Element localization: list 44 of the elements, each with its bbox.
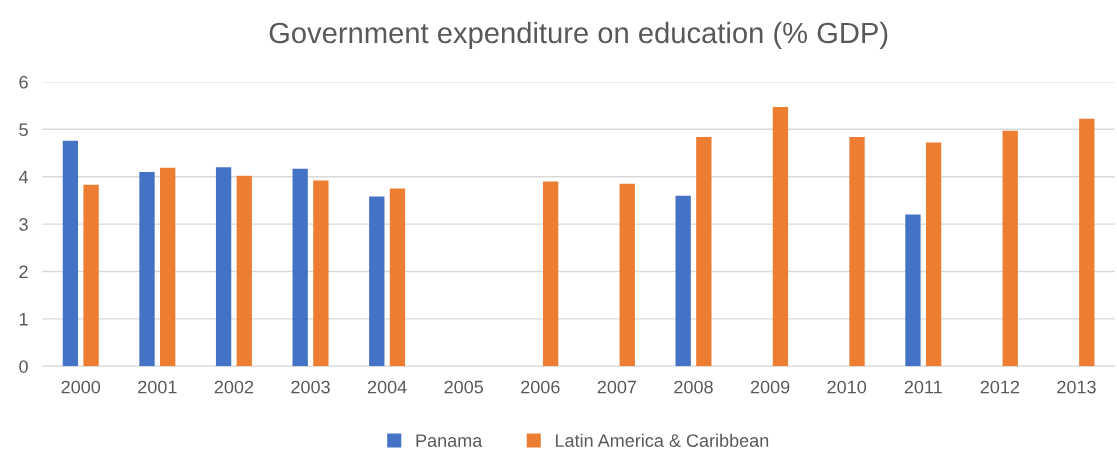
x-tick-label: 2008 [674,380,713,394]
bar [369,196,385,367]
bar [1079,118,1095,367]
x-tick-label: 2002 [214,380,254,394]
y-tick-label: 4 [18,170,29,184]
x-tick-label: 2012 [980,380,1020,394]
y-tick-label: 3 [19,218,28,231]
bar [619,183,635,367]
bar [542,181,559,367]
bar [389,188,406,367]
x-tick-label: 2004 [367,380,407,394]
y-tick-label: 5 [19,123,28,137]
x-tick-label: 2011 [904,380,942,394]
x-tick-label: 2010 [827,380,867,394]
y-tick-label: 6 [19,75,28,89]
legend-label: Latin America & Caribbean [555,433,769,447]
bar [292,168,308,367]
bar [62,140,79,367]
legend-label: Panama [416,434,483,447]
y-tick-label: 1 [19,313,28,326]
x-tick-label: 2009 [750,380,790,394]
x-tick-label: 2013 [1057,380,1096,394]
x-tick-label: 2001 [138,380,177,394]
chart-title: Government expenditure on education (% GDP) [269,21,888,50]
bar [925,142,942,367]
bar [849,136,865,367]
bar [83,184,99,367]
bar [139,171,155,367]
bar [236,175,252,367]
x-tick-label: 2006 [521,380,560,394]
bar [905,214,921,367]
y-tick-label: 2 [19,265,28,279]
bar [675,195,691,367]
bar [1002,130,1018,367]
bar [696,136,712,367]
bar [313,180,329,367]
x-tick-label: 2007 [597,380,637,394]
bar [772,107,789,367]
x-tick-label: 2000 [61,380,101,394]
x-tick-label: 2005 [444,380,484,394]
x-tick-label: 2003 [291,380,330,394]
y-tick-label: 0 [19,360,28,373]
bar [160,167,176,367]
bar [215,167,232,367]
